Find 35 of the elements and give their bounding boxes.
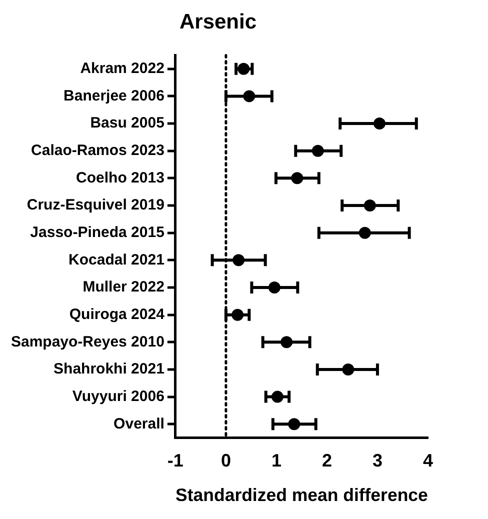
point — [268, 281, 280, 294]
point — [271, 390, 284, 403]
y-tick-label: Akram 2022 — [80, 60, 164, 78]
point — [288, 418, 300, 430]
y-tick-label: Cruz-Esquivel 2019 — [26, 196, 164, 214]
x-tick-label: 3 — [372, 450, 382, 471]
x-tick-label: 0 — [220, 450, 231, 471]
y-tick-label: Banerjee 2006 — [64, 87, 164, 104]
y-tick-label: Overall — [114, 415, 164, 432]
point — [291, 172, 304, 184]
x-tick-label: 4 — [422, 450, 434, 471]
y-tick-label: Vuyyuri 2006 — [72, 388, 164, 405]
point — [280, 336, 293, 348]
point — [232, 308, 244, 321]
y-tick-label: Jasso-Pineda 2015 — [30, 224, 164, 241]
point — [232, 254, 245, 266]
chart-title: Arsenic — [179, 10, 257, 34]
point — [364, 200, 376, 212]
y-tick-label: Coelho 2013 — [76, 169, 164, 186]
y-tick-label: Kocadal 2021 — [68, 251, 164, 268]
x-tick-label: 2 — [322, 450, 332, 471]
point — [312, 144, 324, 157]
y-tick-label: Shahrokhi 2021 — [54, 360, 164, 378]
y-tick-label: Calao-Ramos 2023 — [31, 142, 164, 159]
y-tick-label: Basu 2005 — [90, 114, 164, 132]
x-tick-label: -1 — [167, 450, 184, 471]
x-axis-title: Standardized mean difference — [176, 485, 428, 506]
point — [342, 363, 354, 376]
point — [243, 90, 256, 102]
x-tick-label: 1 — [271, 450, 282, 471]
y-tick-label: Quiroga 2024 — [69, 306, 166, 323]
y-tick-label: Sampayo-Reyes 2010 — [10, 333, 164, 350]
point — [358, 226, 371, 239]
point — [374, 118, 386, 130]
y-tick-label: Muller 2022 — [82, 278, 164, 296]
